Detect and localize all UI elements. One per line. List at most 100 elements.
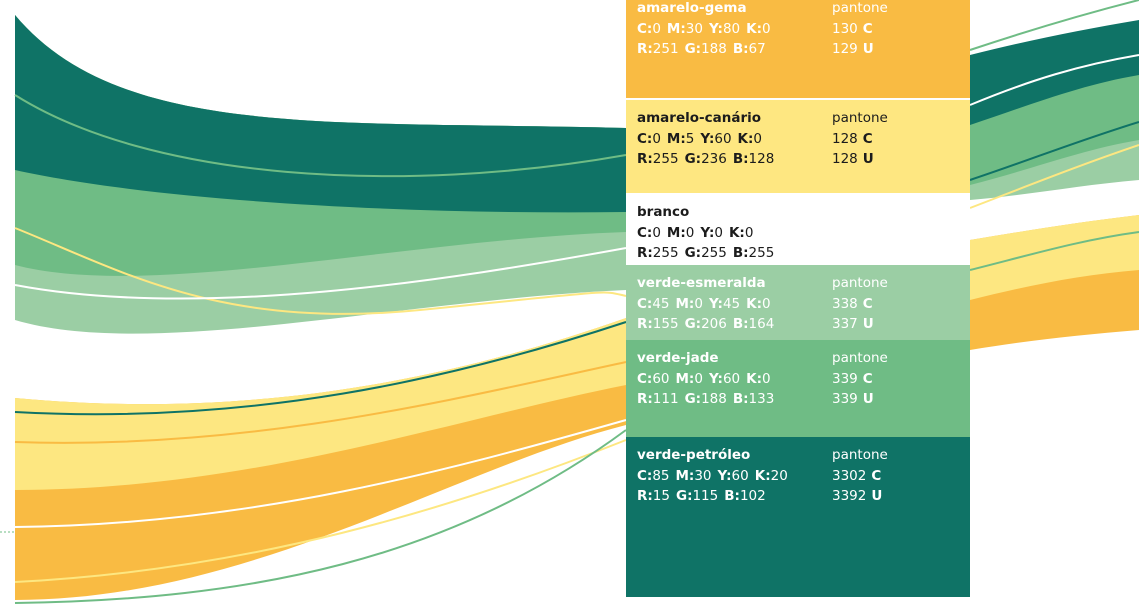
component-value: 60 [652,371,669,387]
cmyk-component: K:0 [746,296,770,312]
cmyk-component: K:0 [746,371,770,387]
cmyk-component: M:5 [667,131,694,147]
component-value: 102 [740,488,766,504]
component-key: Y: [700,225,714,241]
rgb-component: R:255 [637,245,679,261]
cmyk-component: C:0 [637,131,661,147]
component-key: R: [637,316,653,332]
component-key: K: [729,225,745,241]
component-key: K: [746,21,762,37]
component-key: G: [685,316,701,332]
rgb-component: B:164 [733,316,774,332]
component-value: 0 [694,296,703,312]
pantone-info: pantone338C337U [832,273,888,335]
rgb-component: G:115 [676,488,718,504]
component-key: K: [746,296,762,312]
component-key: G: [676,488,692,504]
rgb-line: R:15 G:115 B:102 [637,486,794,507]
pantone-type: U [871,488,882,504]
pantone-line: 3392 U [832,486,888,507]
cmyk-component: K:20 [755,468,788,484]
cmyk-component: Y:60 [709,371,740,387]
component-value: 15 [653,488,670,504]
cmyk-line: C:60M:0Y:60K:0 [637,369,780,390]
component-value: 0 [652,21,661,37]
rgb-component: B:67 [733,41,766,57]
pantone-code: 129 [832,41,858,57]
cmyk-component: K:0 [746,21,770,37]
component-value: 128 [749,151,775,167]
component-value: 251 [653,41,679,57]
rgb-component: B:133 [733,391,774,407]
component-value: 164 [749,316,775,332]
component-key: C: [637,131,652,147]
pantone-type: U [863,391,874,407]
rgb-component: G:255 [685,245,727,261]
cmyk-component: M:30 [667,21,703,37]
pantone-type: C [871,468,881,484]
component-key: M: [676,296,695,312]
pantone-code: 128 [832,131,858,147]
pantone-type: C [863,21,873,37]
component-value: 60 [723,371,740,387]
component-value: 255 [653,151,679,167]
cmyk-component: M:30 [676,468,712,484]
pantone-code: 339 [832,391,858,407]
swatch-info: amarelo-canárioC:0M:5Y:60K:0R:255G:236B:… [637,108,780,170]
pantone-type: U [863,316,874,332]
cmyk-component: K:0 [729,225,753,241]
component-key: R: [637,151,653,167]
pantone-code: 130 [832,21,858,37]
component-value: 45 [723,296,740,312]
component-value: 0 [714,225,723,241]
pantone-code: 3392 [832,488,866,504]
cmyk-component: Y:80 [709,21,740,37]
pantone-line: 338C [832,294,888,315]
component-key: K: [738,131,754,147]
cmyk-component: C:0 [637,225,661,241]
rgb-component: R:15 [637,488,670,504]
component-key: G: [685,41,701,57]
component-key: Y: [709,296,723,312]
component-value: 0 [762,371,771,387]
swatch-name: verde-jade [637,348,780,369]
cmyk-component: Y:45 [709,296,740,312]
cmyk-component: C:0 [637,21,661,37]
component-key: B: [724,488,740,504]
rgb-component: R:111 [637,391,679,407]
swatch-name: verde-esmeralda [637,273,780,294]
component-value: 255 [653,245,679,261]
cmyk-component: C:85 [637,468,670,484]
rgb-line: R:255 G:255 B: 255 [637,243,780,264]
swatch-name: branco [637,202,780,223]
component-value: 0 [753,131,762,147]
pantone-label: pantone [832,348,888,369]
component-key: G: [685,391,701,407]
component-value: 67 [749,41,766,57]
component-value: 30 [694,468,711,484]
rgb-line: R:155G:206B:164 [637,314,780,335]
rgb-component: G:206 [685,316,727,332]
component-key: C: [637,468,652,484]
component-key: Y: [709,371,723,387]
pantone-code: 339 [832,371,858,387]
component-key: B: [733,41,749,57]
component-value: 0 [694,371,703,387]
component-key: B: [733,245,749,261]
component-key: G: [685,151,701,167]
rgb-component: G:188 [685,41,727,57]
pantone-code: 337 [832,316,858,332]
swatch-card: amarelo-gemaC:0M:30Y:80K:0R:251G:188B:67… [626,0,970,98]
component-key: C: [637,296,652,312]
component-key: G: [685,245,701,261]
pantone-info: pantone128C128U [832,108,888,170]
rgb-line: R:255G:236B:128 [637,149,780,170]
